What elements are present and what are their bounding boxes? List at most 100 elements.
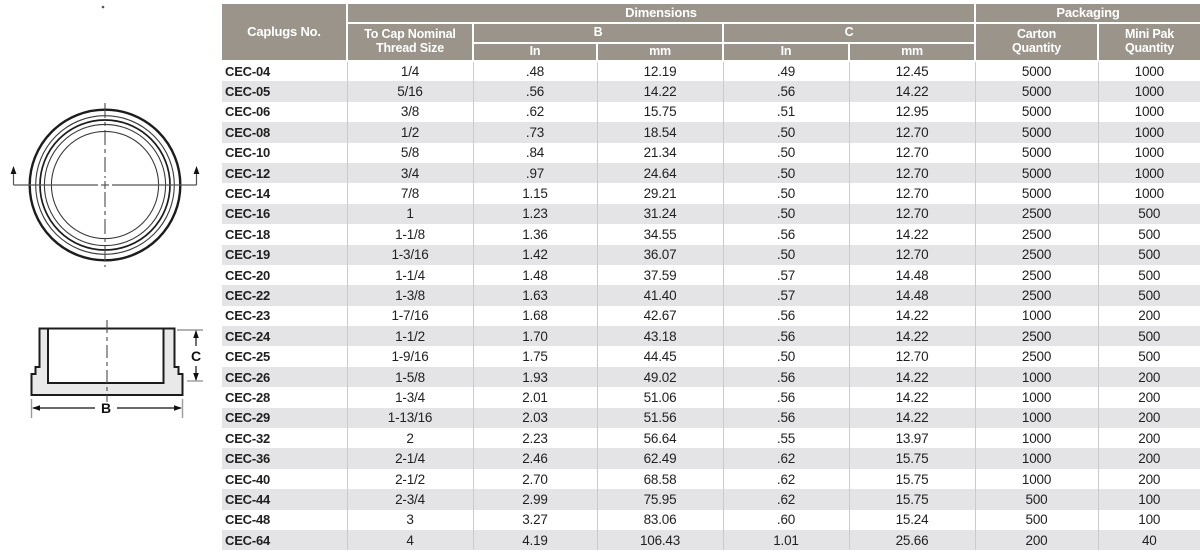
- col-header-c: C: [721, 22, 977, 44]
- cell-thread-size: 1-1/4: [347, 264, 474, 286]
- col-header-dimensions: Dimensions: [345, 4, 977, 24]
- cell-thread-size: 1-1/8: [347, 224, 474, 245]
- cell-caplugs-no: CEC-08: [222, 122, 348, 143]
- technical-drawings: C B: [0, 0, 222, 553]
- cell-thread-size: 1-3/16: [347, 244, 474, 265]
- cell-thread-size: 2: [347, 428, 474, 449]
- cell-b-mm: 36.07: [597, 244, 724, 265]
- cell-thread-size: 3/4: [347, 162, 474, 184]
- speck-dot: [101, 5, 105, 9]
- cell-caplugs-no: CEC-20: [222, 264, 348, 286]
- cell-c-in: .55: [723, 428, 850, 449]
- table-row: CEC-18 1-1/8 1.36 34.55 .56 14.22 2500 5…: [222, 224, 1200, 245]
- cell-b-mm: 29.21: [597, 183, 724, 204]
- cap-cross-section-drawing: C B: [30, 320, 203, 418]
- cell-b-mm: 43.18: [597, 326, 724, 347]
- cell-c-in: .50: [723, 142, 850, 163]
- spec-table-header: Caplugs No. Dimensions Packaging To Cap …: [222, 4, 1200, 62]
- cell-mini-pak-qty: 1000: [1134, 186, 1164, 202]
- cell-b-in: 2.99: [473, 489, 598, 510]
- cell-b-in: 1.68: [473, 305, 598, 327]
- cell-mini-pak-qty: 500: [1138, 226, 1161, 242]
- cell-b-in: .97: [473, 162, 598, 184]
- cell-c-mm: 25.66: [849, 529, 976, 551]
- table-row: CEC-23 1-7/16 1.68 42.67 .56 14.22 1000 …: [222, 305, 1200, 327]
- spec-table-wrap: Caplugs No. Dimensions Packaging To Cap …: [222, 4, 1200, 551]
- cell-b-mm: 51.56: [597, 407, 724, 429]
- cell-thread-size: 1-3/8: [347, 285, 474, 306]
- cell-mini-pak-qty: 200: [1138, 369, 1161, 385]
- cell-carton-qty: 5000: [975, 101, 1099, 123]
- cell-c-mm: 15.75: [849, 468, 976, 490]
- cell-c-mm: 12.70: [849, 203, 976, 225]
- col-header-carton-qty: Carton Quantity: [974, 22, 1100, 62]
- cell-b-mm: 106.43: [597, 529, 724, 551]
- dim-label-c: C: [191, 348, 201, 364]
- cell-carton-qty: 5000: [975, 81, 1099, 102]
- table-row: CEC-16 1 1.23 31.24 .50 12.70 2500 500: [222, 203, 1200, 225]
- cell-caplugs-no: CEC-25: [222, 346, 348, 367]
- cell-carton-qty: 2500: [975, 224, 1099, 245]
- cell-mini-pak-qty: 1000: [1134, 124, 1164, 140]
- mini-pak-qty-label: Mini Pak Quantity: [1124, 27, 1175, 55]
- cell-c-mm: 12.70: [849, 162, 976, 184]
- cell-thread-size: 4: [347, 529, 474, 551]
- cell-c-in: .62: [723, 448, 850, 469]
- cell-b-in: 2.46: [473, 448, 598, 469]
- cell-caplugs-no: CEC-48: [222, 509, 348, 530]
- cell-thread-size: 1-1/2: [347, 326, 474, 347]
- table-row: CEC-28 1-3/4 2.01 51.06 .56 14.22 1000 2…: [222, 387, 1200, 408]
- col-header-caplugs-no: Caplugs No.: [222, 4, 348, 62]
- cell-mini-pak-qty: 40: [1141, 532, 1157, 548]
- col-header-b: B: [472, 22, 724, 44]
- cell-mini-pak-qty: 1000: [1134, 165, 1164, 181]
- col-header-c-in: In: [722, 42, 850, 62]
- cell-c-in: .50: [723, 244, 850, 265]
- col-header-thread-size: To Cap Nominal Thread Size: [347, 22, 474, 62]
- cell-mini-pak-qty: 500: [1138, 328, 1161, 344]
- cell-b-mm: 44.45: [597, 346, 724, 367]
- cell-b-in: .73: [473, 122, 598, 143]
- cell-mini-pak-qty: 200: [1138, 451, 1161, 467]
- cell-carton-qty: 1000: [975, 407, 1099, 429]
- cell-caplugs-no: CEC-44: [222, 489, 348, 510]
- cell-b-in: 1.15: [473, 183, 598, 204]
- cell-c-mm: 15.24: [849, 509, 976, 530]
- cell-b-mm: 62.49: [597, 448, 724, 469]
- cell-mini-pak-qty: 1000: [1134, 84, 1164, 100]
- cell-mini-pak-qty: 200: [1138, 471, 1161, 487]
- cell-b-mm: 56.64: [597, 428, 724, 449]
- cell-b-mm: 83.06: [597, 509, 724, 530]
- cell-c-in: .56: [723, 81, 850, 102]
- cell-c-in: .56: [723, 224, 850, 245]
- cell-caplugs-no: CEC-06: [222, 101, 348, 123]
- cell-carton-qty: 200: [975, 529, 1099, 551]
- cell-caplugs-no: CEC-28: [222, 387, 348, 408]
- cell-b-in: 1.48: [473, 264, 598, 286]
- cell-thread-size: 1-3/4: [347, 387, 474, 408]
- cell-thread-size: 2-1/2: [347, 468, 474, 490]
- cell-c-in: .56: [723, 387, 850, 408]
- cell-c-mm: 14.22: [849, 407, 976, 429]
- cell-mini-pak-qty: 100: [1138, 512, 1161, 528]
- cell-b-in: .62: [473, 101, 598, 123]
- section-cut-line: [12, 173, 198, 186]
- cell-mini-pak-qty: 1000: [1134, 145, 1164, 161]
- cell-carton-qty: 5000: [975, 142, 1099, 163]
- cell-carton-qty: 5000: [975, 122, 1099, 143]
- cell-thread-size: 1-5/8: [347, 366, 474, 388]
- cell-thread-size: 3/8: [347, 101, 474, 123]
- cell-mini-pak-qty: 200: [1138, 389, 1161, 405]
- table-row: CEC-22 1-3/8 1.63 41.40 .57 14.48 2500 5…: [222, 285, 1200, 306]
- table-row: CEC-44 2-3/4 2.99 75.95 .62 15.75 500 10…: [222, 489, 1200, 510]
- section-arrows: [10, 166, 200, 174]
- cell-mini-pak-qty: 1000: [1134, 104, 1164, 120]
- table-row: CEC-08 1/2 .73 18.54 .50 12.70 5000 1000: [222, 122, 1200, 143]
- col-header-packaging: Packaging: [974, 4, 1200, 24]
- cell-b-in: 2.03: [473, 407, 598, 429]
- cell-c-in: .49: [723, 61, 850, 82]
- table-row: CEC-36 2-1/4 2.46 62.49 .62 15.75 1000 2…: [222, 448, 1200, 469]
- cell-c-in: .50: [723, 183, 850, 204]
- table-row: CEC-19 1-3/16 1.42 36.07 .50 12.70 2500 …: [222, 244, 1200, 265]
- cell-thread-size: 7/8: [347, 183, 474, 204]
